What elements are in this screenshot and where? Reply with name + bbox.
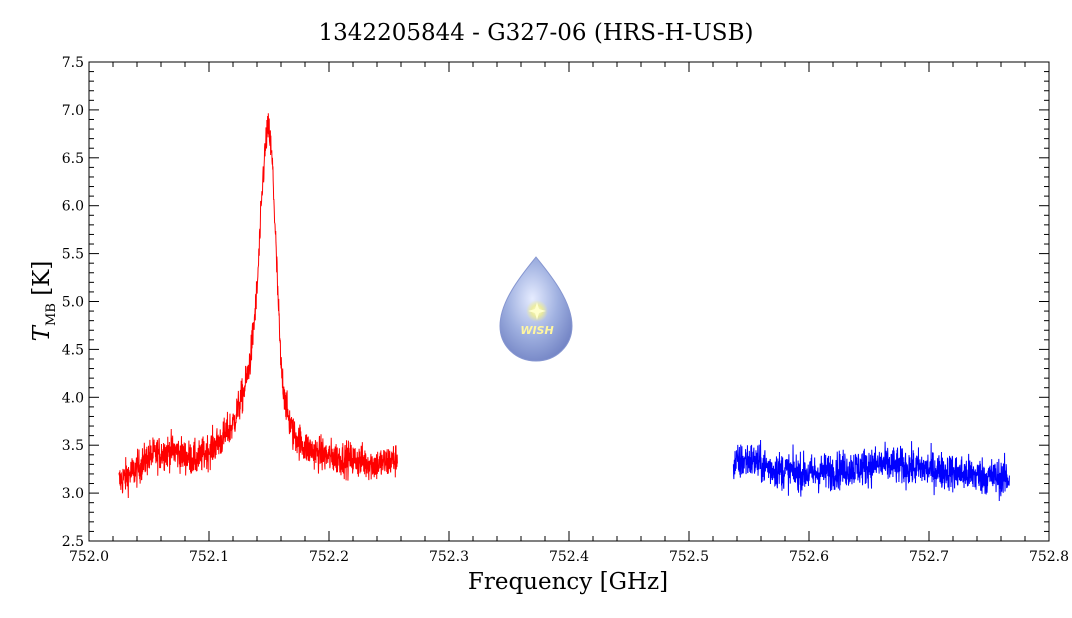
- x-tick-label: 752.5: [669, 549, 709, 565]
- y-axis-label-unit: [K]: [29, 261, 55, 303]
- x-tick-label: 752.1: [189, 549, 229, 565]
- chart-title: 1342205844 - G327-06 (HRS-H-USB): [319, 20, 754, 46]
- logo-text: WISH: [520, 324, 553, 337]
- ticks-layer: 752.0 752.1 752.2 752.3 752.4 752.5 752.6 752.7…: [62, 55, 1069, 565]
- x-tick-label: 752.4: [549, 549, 589, 565]
- y-axis-label-subscript: MB: [44, 303, 59, 326]
- y-tick-label: 4.5: [62, 342, 84, 358]
- x-tick-label: 752.2: [309, 549, 349, 565]
- wish-logo: WISH: [499, 256, 573, 362]
- x-tick-label: 752.6: [789, 549, 829, 565]
- spectrum-series-blue: [732, 439, 1010, 502]
- x-tick-label: 752.0: [69, 549, 109, 565]
- x-tick-label: 752.7: [909, 549, 949, 565]
- y-tick-label: 3.0: [62, 486, 84, 502]
- y-tick-label: 7.5: [62, 55, 84, 71]
- y-tick-label: 2.5: [62, 534, 84, 550]
- star-icon: [528, 302, 546, 320]
- x-axis-label: Frequency [GHz]: [468, 569, 668, 595]
- y-axis-label: TMB [K]: [29, 261, 59, 342]
- x-tick-label: 752.8: [1029, 549, 1069, 565]
- x-tick-label: 752.3: [429, 549, 469, 565]
- y-tick-label: 5.5: [62, 247, 84, 263]
- y-tick-label: 6.5: [62, 151, 84, 167]
- spectrum-series-red: [118, 113, 398, 499]
- y-axis-label-main: T: [29, 324, 55, 341]
- series-layer: [118, 113, 1010, 502]
- y-tick-label: 6.0: [62, 199, 84, 215]
- y-tick-label: 7.0: [62, 103, 84, 119]
- y-tick-label: 3.5: [62, 438, 84, 454]
- y-tick-label: 5.0: [62, 295, 84, 311]
- y-tick-label: 4.0: [62, 390, 84, 406]
